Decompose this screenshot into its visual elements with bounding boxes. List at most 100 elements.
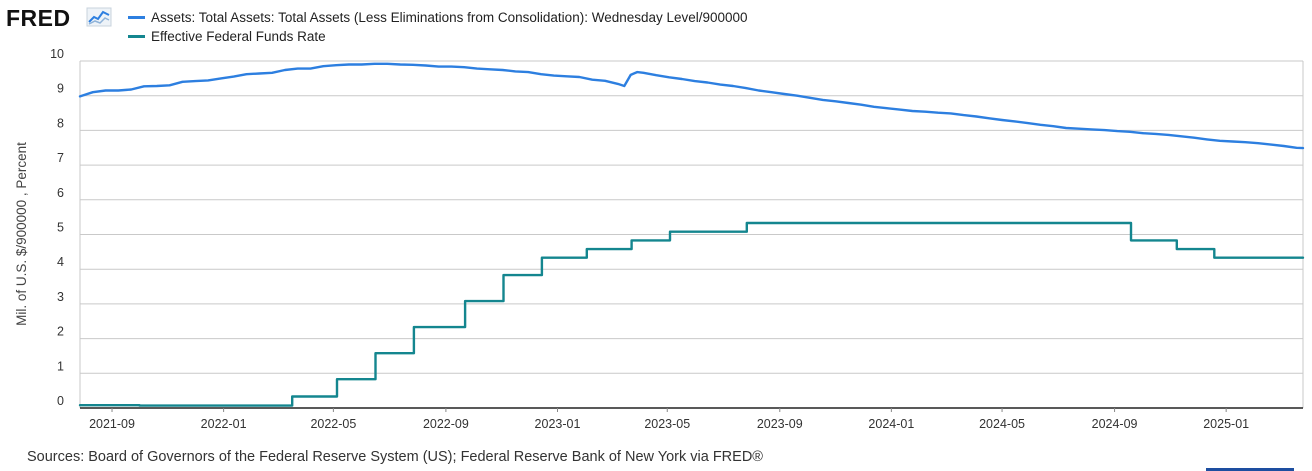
data-point-fed-funds: [1130, 239, 1132, 242]
grid-lines: [79, 60, 1304, 409]
data-point-assets: [886, 107, 888, 109]
data-point-assets: [591, 78, 594, 81]
data-point-assets: [668, 76, 670, 79]
data-point-assets: [1295, 147, 1298, 149]
data-point-assets: [1014, 120, 1016, 123]
data-point-assets: [143, 85, 145, 88]
data-point-assets: [1244, 141, 1247, 143]
data-point-assets: [693, 80, 696, 82]
data-point-assets: [770, 91, 773, 93]
data-point-assets: [719, 83, 722, 86]
data-point-assets: [796, 94, 798, 97]
data-point-fed-funds: [502, 274, 505, 276]
data-point-fed-funds: [586, 248, 588, 250]
data-point-assets: [514, 70, 517, 73]
chart-action-button[interactable]: [1206, 468, 1294, 471]
data-point-fed-funds: [669, 230, 671, 233]
data-point-assets: [1103, 129, 1106, 131]
y-tick-label: 7: [57, 151, 64, 165]
data-point-assets: [527, 71, 529, 73]
data-point-assets: [937, 111, 939, 114]
x-tick-label: 2024-05: [979, 417, 1025, 431]
data-point-assets: [1302, 147, 1304, 149]
data-point-assets: [335, 64, 337, 66]
data-point-assets: [1026, 122, 1029, 124]
data-point-fed-funds: [1302, 256, 1304, 259]
data-point-assets: [1116, 130, 1119, 132]
data-point-assets: [732, 85, 734, 87]
data-point-assets: [898, 108, 901, 111]
series-line-fed-funds: [78, 221, 1305, 407]
data-point-assets: [322, 65, 325, 67]
data-point-assets: [232, 75, 235, 78]
data-point-assets: [1231, 140, 1234, 143]
data-point-assets: [783, 93, 786, 95]
data-point-assets: [284, 69, 286, 71]
data-point-assets: [655, 74, 658, 76]
data-point-fed-funds: [138, 404, 141, 407]
y-tick-label: 0: [57, 394, 64, 408]
data-point-assets: [924, 110, 926, 113]
data-point-assets: [834, 100, 837, 103]
data-point-assets: [1154, 133, 1157, 135]
data-point-assets: [437, 65, 440, 68]
legend-swatch-assets: [128, 16, 145, 19]
data-point-assets: [194, 80, 197, 82]
data-point-fed-funds: [79, 404, 81, 407]
data-point-assets: [1206, 138, 1208, 141]
data-point-fed-funds: [413, 326, 415, 328]
data-point-assets: [962, 114, 965, 116]
data-point-fed-funds: [336, 378, 338, 381]
data-point-assets: [873, 106, 875, 108]
data-point-assets: [1180, 135, 1183, 138]
data-point-fed-funds: [291, 395, 294, 398]
y-axis-ticks: 0 1 2 3 4 5 6 7 8 9 10: [50, 47, 64, 408]
data-point-assets: [540, 73, 542, 75]
data-point-assets: [975, 115, 978, 118]
data-point-fed-funds: [464, 300, 466, 302]
data-point-fed-funds: [746, 222, 748, 224]
data-point-assets: [1065, 127, 1067, 129]
data-point-assets: [623, 85, 626, 87]
fred-logo[interactable]: FRED: [6, 5, 71, 31]
legend-item-assets[interactable]: Assets: Total Assets: Total Assets (Less…: [128, 8, 748, 27]
data-point-assets: [911, 110, 914, 112]
data-point-assets: [1052, 125, 1055, 127]
data-point-assets: [463, 66, 466, 68]
x-tick-label: 2024-09: [1092, 417, 1138, 431]
data-point-assets: [1270, 143, 1272, 146]
data-point-assets: [271, 72, 273, 74]
data-point-assets: [988, 117, 990, 120]
data-point-fed-funds: [374, 352, 377, 355]
x-tick-label: 2025-01: [1203, 417, 1249, 431]
data-point-assets: [92, 91, 94, 93]
data-point-assets: [360, 63, 363, 66]
source-note: Sources: Board of Governors of the Feder…: [27, 449, 763, 465]
data-point-assets: [476, 67, 478, 70]
data-point-assets: [258, 72, 261, 75]
data-point-assets: [168, 84, 171, 87]
data-point-assets: [1219, 140, 1221, 142]
data-point-assets: [847, 102, 850, 104]
data-point-fed-funds: [541, 256, 543, 259]
y-tick-label: 8: [57, 116, 64, 130]
data-point-assets: [1129, 131, 1131, 133]
legend-label-assets: Assets: Total Assets: Total Assets (Less…: [151, 10, 748, 25]
legend-label-fed-funds: Effective Federal Funds Rate: [151, 29, 326, 44]
data-point-assets: [706, 81, 709, 84]
data-point-assets: [745, 87, 747, 89]
data-point-assets: [386, 63, 389, 65]
data-point-assets: [809, 97, 811, 99]
data-point-assets: [1090, 128, 1093, 131]
data-point-fed-funds: [1176, 248, 1178, 250]
data-point-assets: [617, 83, 619, 85]
data-point-assets: [553, 74, 555, 77]
x-tick-label: 2022-01: [201, 417, 247, 431]
data-point-assets: [629, 74, 632, 76]
legend-item-fed-funds[interactable]: Effective Federal Funds Rate: [128, 27, 748, 46]
data-point-assets: [1078, 127, 1080, 130]
data-point-fed-funds: [630, 239, 633, 242]
x-tick-label: 2021-09: [89, 417, 135, 431]
data-point-assets: [348, 63, 350, 66]
